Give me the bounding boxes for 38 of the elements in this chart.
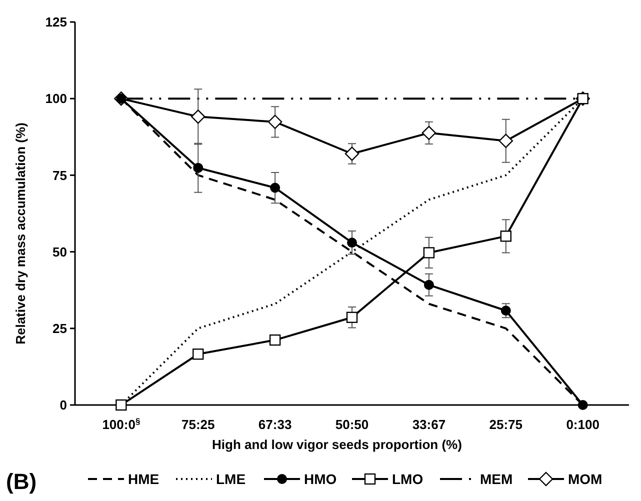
x-tick-label: 100:0$^{§}$ <box>102 416 140 432</box>
legend-label: MOM <box>568 470 602 487</box>
legend-label: LMO <box>392 470 424 487</box>
x-tick-label: 33:67 <box>412 417 446 432</box>
point <box>346 312 358 323</box>
y-tick-label: 75 <box>52 168 67 183</box>
point <box>269 334 281 346</box>
point <box>422 126 436 140</box>
y-tick-label: 100 <box>45 91 67 106</box>
point <box>498 134 513 148</box>
y-tick-label: 50 <box>52 244 67 260</box>
point <box>268 114 282 129</box>
x-tick-label: 75:25 <box>181 417 215 432</box>
point <box>424 280 434 290</box>
y-tick-label: 0 <box>60 398 67 413</box>
legend-label: LME <box>216 470 246 487</box>
x-tick-label: 67:33 <box>258 417 292 432</box>
point <box>193 162 204 173</box>
y-axis-title: Relative dry mass accumulation (%) <box>13 122 28 344</box>
legend-label: HME <box>128 470 160 487</box>
x-axis-title: High and low vigor seeds proportion (%) <box>212 437 462 452</box>
point <box>270 182 280 193</box>
point <box>500 230 512 242</box>
legend-label: HMO <box>304 470 337 487</box>
y-tick-label: 25 <box>52 320 67 336</box>
x-tick-label: 0:100 <box>566 417 600 432</box>
x-tick-label: 25:75 <box>489 417 523 432</box>
point <box>191 110 206 124</box>
x-tick-label: 50:50 <box>335 417 369 432</box>
point <box>116 399 127 411</box>
legend-label: MEM <box>480 470 513 487</box>
point <box>500 306 511 316</box>
text: (B) <box>6 469 37 494</box>
point <box>192 348 204 360</box>
y-tick-label: 125 <box>45 14 67 30</box>
point <box>347 238 357 248</box>
point <box>344 146 360 161</box>
point <box>423 247 435 258</box>
